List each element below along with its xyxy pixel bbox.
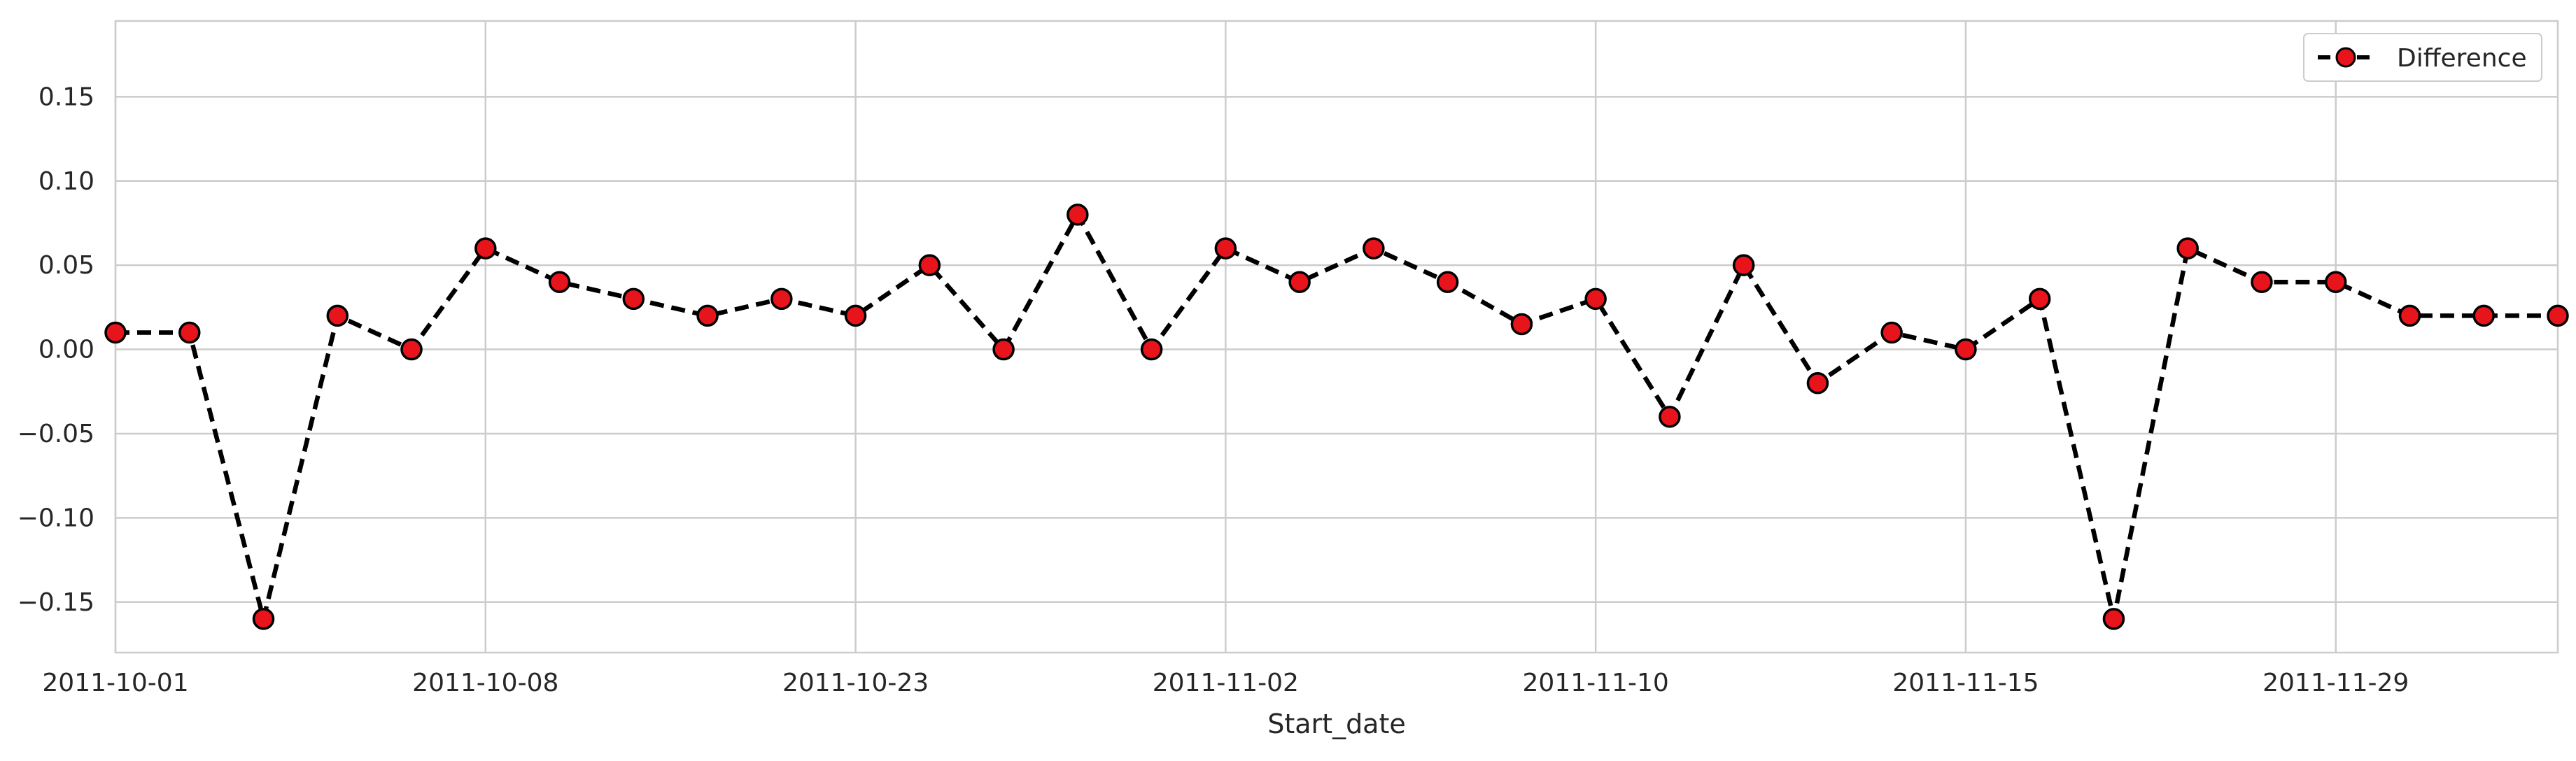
data-point bbox=[474, 237, 497, 259]
data-point bbox=[326, 304, 349, 327]
data-point bbox=[1880, 321, 1903, 344]
x-tick-label: 2011-11-02 bbox=[1153, 669, 1299, 697]
series-difference bbox=[104, 204, 2569, 630]
data-point bbox=[1140, 338, 1163, 361]
data-point bbox=[1806, 371, 1829, 394]
y-tick-label: 0.10 bbox=[38, 167, 94, 196]
data-point bbox=[2251, 271, 2273, 293]
data-point bbox=[1659, 406, 1681, 428]
data-point bbox=[1732, 254, 1755, 276]
legend-label: Difference bbox=[2397, 44, 2527, 73]
x-axis-label: Start_date bbox=[1267, 709, 1406, 739]
data-point bbox=[1436, 271, 1459, 293]
data-point bbox=[1214, 237, 1237, 259]
data-point bbox=[696, 304, 719, 327]
legend-box bbox=[2303, 33, 2542, 82]
x-axis-ticks: 2011-10-01 2011-10-08 2011-10-23 2011-11-02… bbox=[42, 669, 2409, 697]
x-tick-label: 2011-10-01 bbox=[42, 669, 188, 697]
series-line bbox=[115, 212, 2558, 622]
data-point bbox=[2398, 304, 2421, 327]
plot-area-background bbox=[114, 20, 2559, 654]
y-tick-label: 0.00 bbox=[38, 336, 94, 364]
data-point bbox=[992, 338, 1015, 361]
data-point bbox=[622, 287, 645, 311]
data-point bbox=[1363, 237, 1385, 259]
data-point bbox=[1288, 271, 1311, 293]
y-tick-label: −0.05 bbox=[17, 420, 94, 448]
x-tick-label: 2011-10-08 bbox=[412, 669, 558, 697]
x-tick-label: 2011-11-15 bbox=[1892, 669, 2039, 697]
data-point bbox=[252, 608, 275, 630]
data-point bbox=[400, 338, 423, 361]
data-point bbox=[2176, 237, 2199, 259]
y-tick-label: −0.15 bbox=[17, 588, 94, 617]
data-point bbox=[548, 271, 571, 293]
y-tick-label: −0.10 bbox=[17, 504, 94, 532]
data-point bbox=[1955, 338, 1977, 361]
legend: Difference bbox=[2303, 33, 2542, 82]
y-tick-label: 0.15 bbox=[38, 83, 94, 111]
y-tick-label: 0.05 bbox=[38, 251, 94, 280]
data-point bbox=[1584, 287, 1607, 311]
x-tick-label: 2011-11-10 bbox=[1523, 669, 1669, 697]
data-point bbox=[918, 254, 941, 276]
data-point bbox=[1067, 204, 1089, 226]
y-axis-ticks: −0.15 −0.10 −0.05 0.00 0.05 0.10 0.15 bbox=[17, 83, 94, 616]
data-point bbox=[770, 287, 793, 311]
data-point bbox=[104, 321, 127, 344]
data-point bbox=[2102, 608, 2125, 630]
x-tick-label: 2011-11-29 bbox=[2262, 669, 2409, 697]
data-point bbox=[844, 304, 867, 327]
legend-marker bbox=[2335, 47, 2356, 68]
data-point bbox=[2028, 287, 2051, 311]
data-point bbox=[2547, 304, 2569, 327]
data-point bbox=[1510, 313, 1533, 336]
data-point bbox=[2324, 271, 2347, 293]
data-point bbox=[178, 321, 201, 344]
data-point bbox=[2472, 304, 2495, 327]
x-tick-label: 2011-10-23 bbox=[782, 669, 929, 697]
